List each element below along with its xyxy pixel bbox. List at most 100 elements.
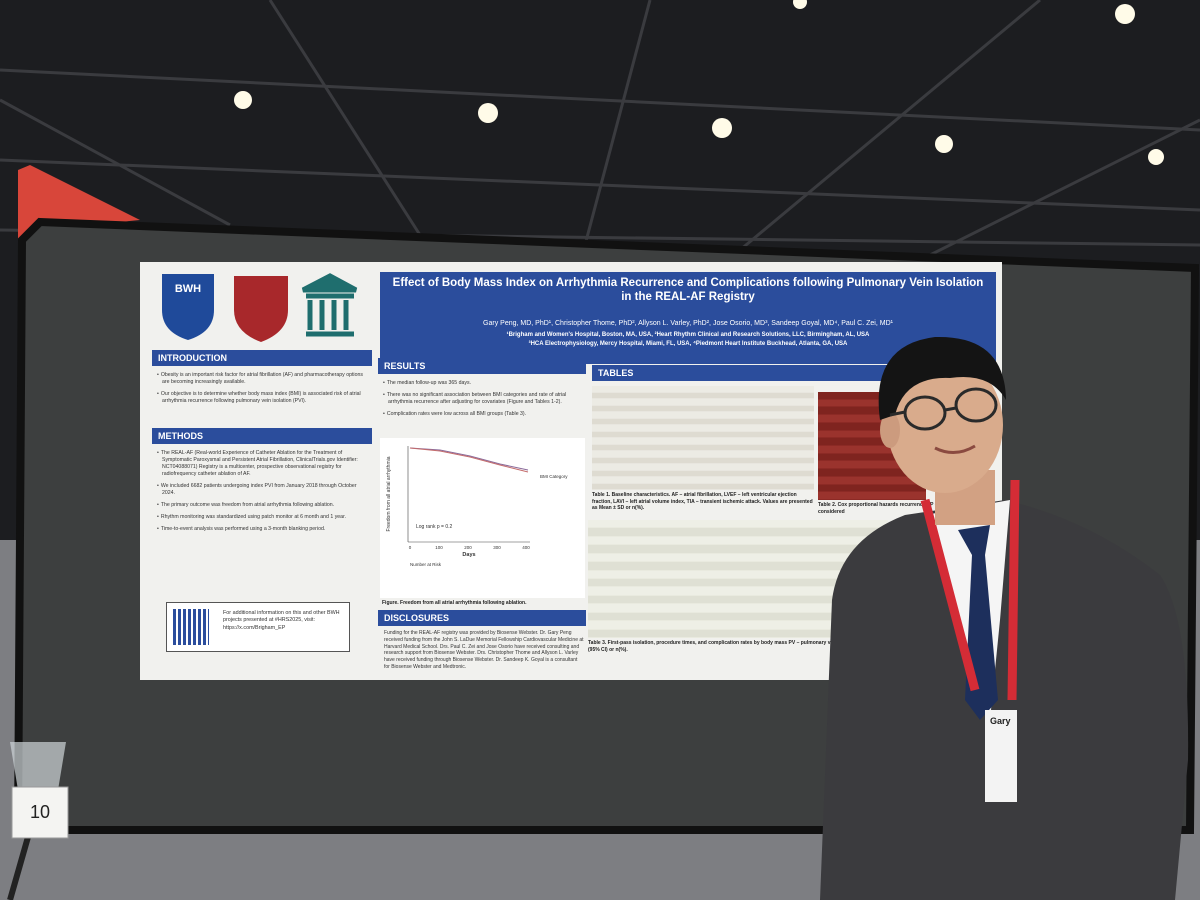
table-row — [592, 418, 814, 424]
y-label: Freedom from all atrial arrhythmia — [386, 456, 392, 531]
x-tick-label: 100 — [435, 545, 443, 550]
table-row — [592, 399, 814, 405]
table-row — [818, 469, 926, 476]
qr-note: For additional information on this and o… — [223, 610, 340, 631]
table-row — [818, 407, 926, 415]
table-row — [592, 464, 814, 470]
risk-title: Number at Risk — [410, 562, 442, 567]
section-heading: RESULTS — [378, 358, 586, 374]
table-row — [592, 457, 814, 463]
table-row — [592, 386, 814, 392]
figure-bg — [380, 438, 585, 598]
title-bar — [380, 272, 996, 364]
logo-text: BWH — [175, 283, 201, 295]
table-row — [588, 570, 888, 578]
table-row — [818, 453, 926, 461]
table-row — [818, 415, 926, 422]
board-number: 10 — [30, 802, 50, 822]
table-row — [592, 444, 814, 450]
board-leg — [7, 829, 33, 900]
table-row — [588, 612, 888, 621]
institution-logo — [301, 273, 358, 337]
table-row — [818, 461, 926, 469]
affiliation: ¹Brigham and Women's Hospital, Boston, M… — [506, 332, 870, 338]
x-tick-label: 400 — [522, 545, 530, 550]
table-row — [588, 587, 888, 595]
qr-box: For additional information on this and o… — [166, 602, 350, 652]
bullet: The REAL-AF (Real-world Experience of Ca… — [156, 450, 366, 478]
table-row — [818, 438, 926, 445]
table-row — [588, 520, 888, 528]
table-1 — [592, 386, 814, 490]
bullet: Time-to-event analysis was performed usi… — [156, 526, 366, 533]
x-tick-label: 0 — [409, 545, 412, 550]
results-text: The median follow-up was 365 days. There… — [382, 380, 582, 423]
bullet: The primary outcome was freedom from atr… — [156, 502, 366, 509]
table-row — [588, 579, 888, 587]
ear — [880, 412, 900, 448]
affiliation: ³HCA Electrophysiology, Mercy Hospital, … — [528, 341, 848, 347]
annotation: Log rank p = 0.2 — [416, 524, 452, 530]
table-row — [588, 536, 888, 545]
table-row — [588, 604, 888, 612]
km-figure: Freedom from all atrial arrhythmia Days … — [380, 438, 585, 598]
x-tick-label: 300 — [493, 545, 501, 550]
badge — [985, 710, 1017, 802]
bullet: We included 6682 patients undergoing ind… — [156, 483, 366, 497]
glasses — [889, 387, 998, 431]
table-row — [818, 484, 926, 492]
bullet: Obesity is an important risk factor for … — [156, 372, 366, 386]
legend-title: BMI Category — [540, 474, 568, 479]
table-row — [592, 438, 814, 444]
intro-text: Obesity is an important risk factor for … — [156, 372, 366, 410]
table-row — [818, 446, 926, 453]
table-caption: Table 3. First-pass isolation, procedure… — [588, 640, 963, 653]
bullet: Our objective is to determine whether bo… — [156, 391, 366, 405]
table-row — [592, 425, 814, 431]
hair — [878, 336, 1006, 420]
table-row — [818, 422, 926, 430]
number-sign — [11, 786, 69, 839]
table-row — [818, 430, 926, 438]
face — [887, 357, 1003, 493]
table-row — [818, 392, 926, 399]
methods-text: The REAL-AF (Real-world Experience of Ca… — [156, 450, 366, 538]
table-caption: Table 2. Cox proportional hazards recurr… — [818, 502, 949, 515]
table-row — [592, 412, 814, 418]
table-row — [818, 399, 926, 407]
table-row — [818, 492, 926, 499]
smile — [934, 444, 976, 454]
disclosures-text: Funding for the REAL-AF registry was pro… — [384, 630, 584, 670]
section-heading: DISCLOSURES — [378, 610, 586, 626]
x-label: Days — [462, 552, 475, 558]
logos: BWH — [162, 273, 358, 342]
section-heading: METHODS — [152, 428, 372, 444]
lanyard — [920, 479, 1020, 701]
bullet: Complication rates were low across all B… — [382, 411, 582, 418]
table-row — [592, 483, 814, 489]
figure-caption: Figure. Freedom from all atrial arrhythm… — [382, 600, 527, 606]
curve — [409, 447, 529, 473]
table-row — [592, 392, 814, 398]
qr-code — [173, 609, 209, 645]
table-row — [592, 470, 814, 476]
bwh-shield — [162, 274, 214, 340]
cup — [10, 742, 66, 790]
harvard-shield — [234, 276, 288, 342]
table-row — [818, 476, 926, 484]
table-row — [592, 405, 814, 411]
bullet: There was no significant association bet… — [382, 392, 582, 406]
bullet: The median follow-up was 365 days. — [382, 380, 582, 387]
table-row — [588, 629, 888, 637]
x-tick-label: 200 — [464, 545, 472, 550]
bullet: Rhythm monitoring was standardized using… — [156, 514, 366, 521]
table-row — [588, 553, 888, 562]
badge-name: Gary — [990, 716, 1011, 726]
section-heading: INTRODUCTION — [152, 350, 372, 366]
curve — [409, 447, 529, 471]
table-row — [588, 621, 888, 629]
ceiling-lights — [234, 0, 1164, 165]
table-row — [588, 545, 888, 553]
